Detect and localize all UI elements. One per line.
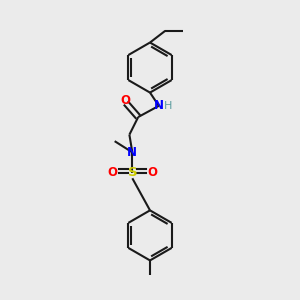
Text: O: O [121, 94, 131, 107]
Text: N: N [154, 99, 164, 112]
Text: O: O [107, 167, 117, 179]
Text: N: N [127, 146, 137, 159]
Text: H: H [164, 101, 172, 111]
Text: O: O [148, 167, 158, 179]
Text: S: S [128, 167, 137, 179]
